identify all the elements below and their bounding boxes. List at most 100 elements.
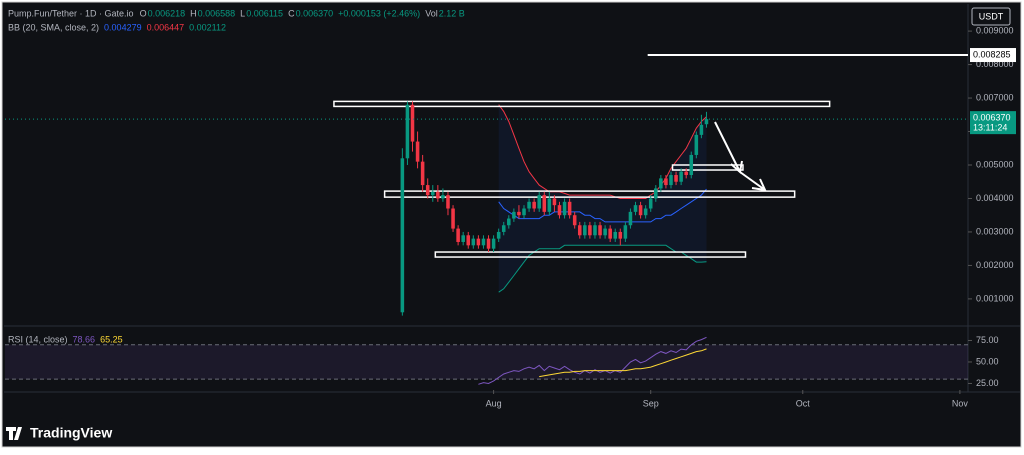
candle-body	[507, 218, 511, 226]
ohlc-key: C	[288, 8, 295, 18]
candle-body	[654, 188, 658, 199]
candle-body	[659, 178, 663, 189]
candle-body	[679, 171, 683, 182]
y-tick-label: 0.007000	[976, 92, 1014, 102]
candle-body	[562, 201, 567, 216]
candle-body	[623, 225, 628, 239]
logo-icon	[6, 427, 22, 440]
candle-body	[461, 235, 465, 242]
x-tick-label: Oct	[796, 398, 811, 408]
bb-value: 0.006447	[147, 22, 185, 32]
currency[interactable]: USDT	[979, 11, 1004, 21]
candle-body	[491, 238, 496, 249]
ohlc-value: 0.006588	[198, 8, 236, 18]
candle-body	[431, 191, 435, 196]
zone	[333, 100, 831, 108]
candle-body	[583, 225, 587, 236]
level-label: 0.008285	[973, 49, 1011, 59]
change: +0.000153 (+2.46%)	[338, 8, 420, 18]
x-tick-label: Aug	[486, 398, 502, 408]
candle-body	[572, 215, 577, 226]
ohlc-key: O	[140, 8, 147, 18]
candle-body	[537, 195, 541, 209]
rsi-ma-line	[539, 348, 707, 378]
candle-body	[527, 201, 531, 209]
arrow	[714, 121, 767, 192]
candle-body	[512, 211, 516, 219]
y-tick-label: 0.009000	[976, 25, 1014, 35]
candle-body	[598, 225, 602, 236]
candle-body	[471, 238, 476, 246]
candle-body	[501, 225, 506, 232]
plot	[5, 100, 968, 316]
logo: TradingView	[6, 425, 112, 441]
rsi-value: 78.66	[73, 334, 96, 344]
ohlc-key: L	[240, 8, 245, 18]
candle-body	[684, 171, 688, 176]
candle-body	[669, 175, 673, 186]
y-tick-label: 0.001000	[976, 293, 1014, 303]
candle-body	[400, 158, 405, 313]
candle-body	[517, 211, 521, 216]
y-tick-label: 0.004000	[976, 193, 1014, 203]
ohlc-value: 0.006370	[296, 8, 334, 18]
candle-body	[694, 134, 699, 155]
zone	[383, 190, 796, 198]
rsi-title: RSI (14, close)	[8, 334, 68, 344]
candle-body	[496, 231, 501, 239]
candle-body	[557, 205, 562, 216]
y-tick-label: 0.005000	[976, 159, 1014, 169]
candle-body	[613, 231, 618, 239]
rsi-band-fill	[5, 344, 968, 380]
bb-value: 0.002112	[189, 22, 226, 32]
vol: 2.12 B	[439, 8, 465, 18]
candle-body	[476, 238, 481, 246]
candle-body	[674, 175, 678, 182]
candle-body	[532, 201, 536, 209]
candle-body	[577, 225, 582, 236]
ohlc-value: 0.006115	[246, 8, 283, 18]
bb-basis	[498, 188, 707, 223]
candle-body	[689, 154, 694, 176]
candle-body	[638, 205, 643, 216]
ohlc-key: H	[190, 8, 197, 18]
zone	[671, 164, 744, 171]
bb-title: BB (20, SMA, close, 2)	[8, 22, 99, 32]
candle-body	[415, 141, 420, 162]
rsi-tick-label: 75.00	[976, 335, 999, 345]
rsi-ma-value: 65.25	[100, 334, 123, 344]
candle-body	[628, 211, 633, 226]
y-tick-label: 0.002000	[976, 260, 1014, 270]
candle-body	[486, 238, 491, 249]
candle-body	[522, 208, 526, 216]
symbol: Pump.Fun/Tether · 1D · Gate.io	[8, 8, 134, 18]
candle-body	[588, 225, 592, 236]
bb-fill	[498, 104, 707, 293]
candle-body	[643, 208, 648, 216]
currency-box[interactable]	[971, 7, 1011, 26]
candle-body	[446, 195, 450, 209]
candle-body	[410, 104, 415, 142]
x-tick-label: Sep	[643, 398, 659, 408]
y-tick-label: 0.003000	[976, 226, 1014, 236]
candle-body	[405, 104, 410, 159]
candle-body	[542, 195, 547, 212]
candle-body	[633, 205, 638, 212]
candle-body	[603, 228, 607, 236]
candle-body	[704, 119, 709, 125]
rsi-tick-label: 25.00	[976, 378, 999, 388]
candle-body	[664, 178, 668, 186]
brand: TradingView	[30, 425, 112, 441]
y-tick-label: 0.008000	[976, 59, 1014, 69]
candle-body	[699, 124, 704, 135]
countdown: 13:11:24	[973, 123, 1007, 133]
candle-body	[420, 161, 425, 186]
zone	[434, 251, 747, 258]
candle-body	[593, 225, 597, 236]
x-tick-label: Nov	[952, 398, 969, 408]
last-price-tag	[970, 111, 1016, 135]
candle-body	[441, 195, 445, 199]
candle-body	[648, 198, 653, 209]
candle-body	[436, 191, 440, 199]
